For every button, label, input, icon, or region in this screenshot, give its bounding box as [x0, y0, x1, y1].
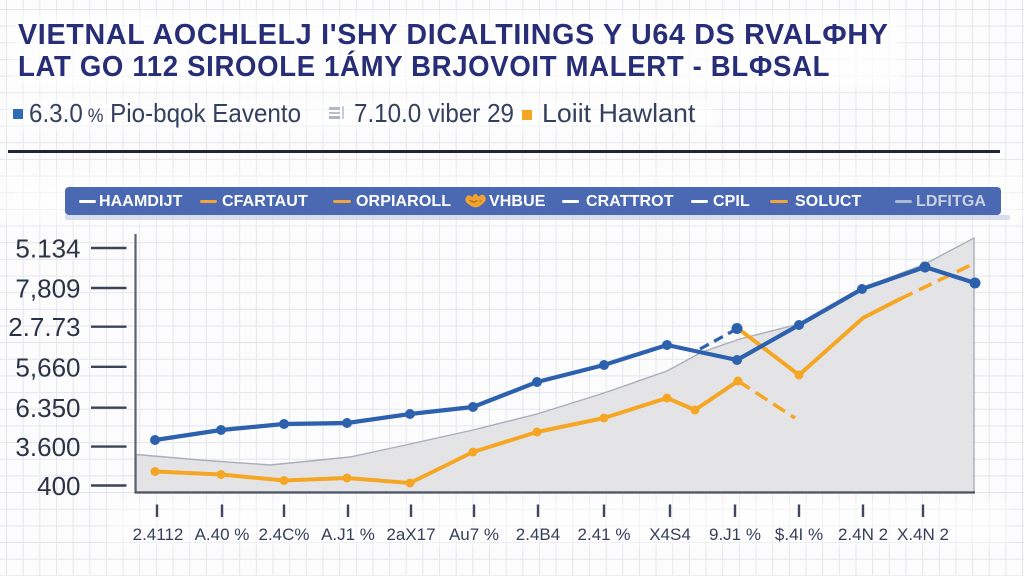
svg-text:5,660: 5,660	[15, 352, 80, 382]
svg-text:$.4I %: $.4I %	[775, 525, 823, 544]
svg-text:2.4C%: 2.4C%	[258, 525, 309, 544]
svg-text:3.600: 3.600	[15, 432, 80, 462]
svg-text:2.41 %: 2.41 %	[578, 525, 631, 544]
svg-text:2.4112: 2.4112	[133, 525, 184, 544]
svg-text:Au7 %: Au7 %	[449, 525, 499, 544]
svg-text:9.J1 %: 9.J1 %	[709, 525, 761, 544]
svg-text:2.4B4: 2.4B4	[516, 525, 560, 544]
svg-text:2.7.73: 2.7.73	[8, 312, 80, 342]
svg-text:2aX17: 2aX17	[386, 525, 435, 544]
svg-text:X4S4: X4S4	[649, 525, 691, 544]
svg-text:6.350: 6.350	[15, 393, 80, 423]
svg-text:X.4N 2: X.4N 2	[897, 525, 949, 544]
svg-text:5.134: 5.134	[15, 234, 80, 264]
svg-text:A.40 %: A.40 %	[195, 525, 250, 544]
svg-text:2.4N 2: 2.4N 2	[838, 525, 888, 544]
svg-text:A.J1 %: A.J1 %	[321, 525, 375, 544]
svg-text:400: 400	[37, 471, 80, 501]
svg-text:7,809: 7,809	[15, 274, 80, 304]
